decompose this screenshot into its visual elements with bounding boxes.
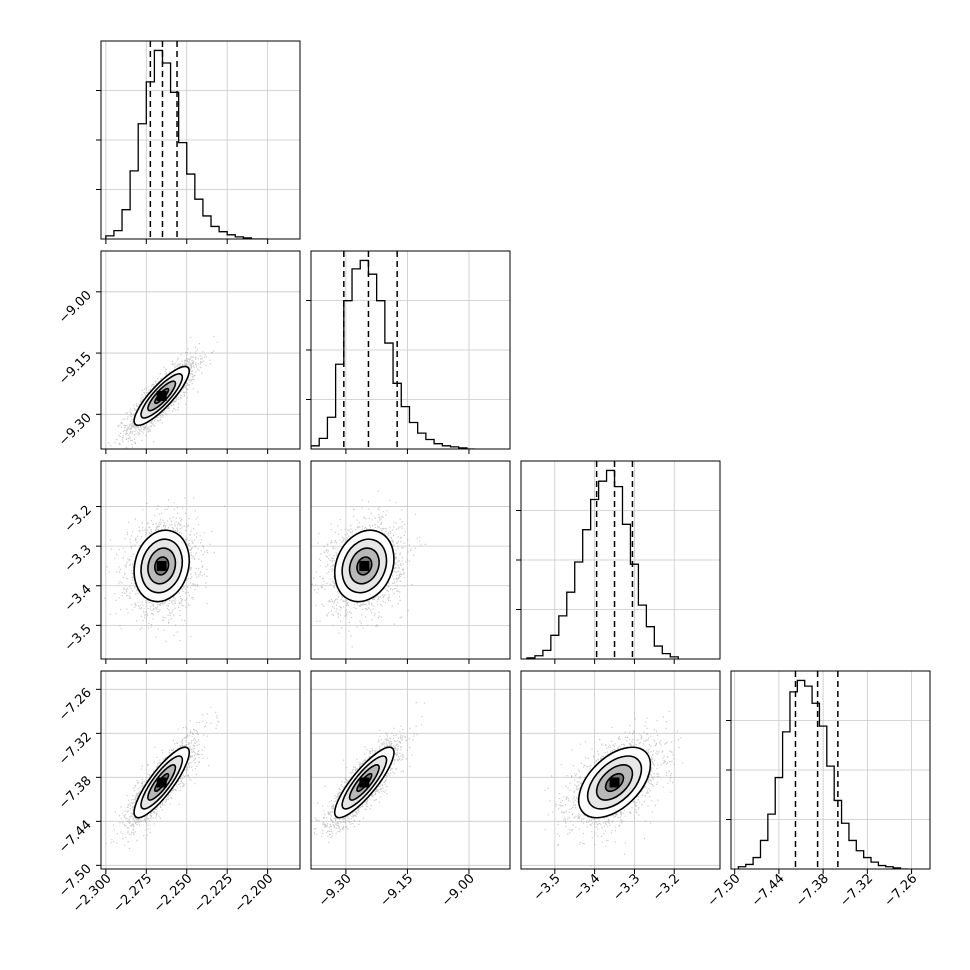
panel-frame: [100, 670, 301, 870]
panel-frame: [310, 250, 511, 450]
panel-frame: [310, 670, 511, 870]
scatter-panel-1-0: [96, 250, 301, 454]
x-tick-label: −3.4: [571, 871, 604, 904]
panel-frame: [520, 460, 721, 660]
y-tick-label: −7.44: [56, 818, 95, 857]
x-tick-label: −7.44: [749, 871, 788, 910]
panel-frame: [100, 40, 301, 240]
scatter-panel-3-2: [520, 670, 721, 874]
y-tick-label: −3.3: [62, 542, 95, 575]
x-tick-label: −2.250: [151, 871, 196, 916]
sample-points: [311, 490, 426, 648]
x-tick-label: −2.200: [232, 871, 277, 916]
x-tick-label: −9.30: [316, 871, 355, 910]
y-tick-label: −9.15: [56, 349, 95, 388]
y-tick-label: −7.38: [56, 774, 95, 813]
histogram-steps: [311, 259, 476, 449]
histogram-panel-2: [516, 460, 721, 664]
density-layer: [311, 490, 426, 648]
y-tick-label: −9.30: [56, 411, 95, 450]
scatter-panel-2-0: [96, 460, 301, 664]
x-tick-label: −7.38: [793, 871, 832, 910]
y-tick-label: −7.32: [56, 730, 95, 769]
density-layer: [544, 710, 684, 867]
y-tick-label: −7.26: [56, 686, 95, 725]
density-peak: [359, 777, 370, 788]
histogram-panel-0: [96, 40, 301, 244]
scatter-panel-3-1: [310, 670, 511, 874]
x-tick-label: −3.3: [610, 871, 643, 904]
panel-background: [311, 671, 510, 869]
x-tick-label: −3.2: [650, 871, 683, 904]
x-tick-label: −7.50: [705, 871, 744, 910]
density-layer: [311, 702, 426, 861]
panel-background: [101, 251, 300, 449]
x-tick-label: −7.32: [837, 871, 876, 910]
histogram-steps: [526, 469, 679, 659]
x-tick-label: −9.15: [377, 871, 416, 910]
density-peak: [156, 390, 167, 401]
density-peak: [156, 777, 167, 788]
panel-frame: [730, 670, 931, 870]
scatter-panel-2-1: [310, 460, 511, 664]
density-peak: [359, 560, 370, 571]
histogram-steps: [737, 679, 908, 869]
density-peak: [609, 777, 620, 788]
panel-frame: [100, 460, 301, 660]
density-layer: [107, 336, 218, 449]
x-tick-label: −2.275: [111, 871, 156, 916]
panel-background: [101, 671, 300, 869]
x-tick-label: −2.225: [191, 871, 236, 916]
histogram-panel-1: [306, 250, 511, 454]
x-tick-label: −3.5: [531, 871, 564, 904]
y-tick-label: −9.00: [56, 288, 95, 327]
scatter-panel-3-0: [96, 670, 301, 874]
density-layer: [105, 706, 220, 849]
y-tick-label: −3.2: [62, 503, 95, 536]
histogram-panel-3: [726, 670, 931, 874]
panel-frame: [310, 460, 511, 660]
y-tick-label: −3.4: [62, 582, 95, 615]
histogram-steps: [105, 49, 268, 239]
density-peak: [156, 560, 167, 571]
x-tick-label: −7.26: [882, 871, 921, 910]
density-layer: [104, 497, 226, 642]
y-tick-label: −3.5: [62, 622, 95, 655]
panel-frame: [100, 250, 301, 450]
panel-background: [101, 461, 300, 659]
x-tick-label: −9.00: [439, 871, 478, 910]
panel-frame: [520, 670, 721, 870]
